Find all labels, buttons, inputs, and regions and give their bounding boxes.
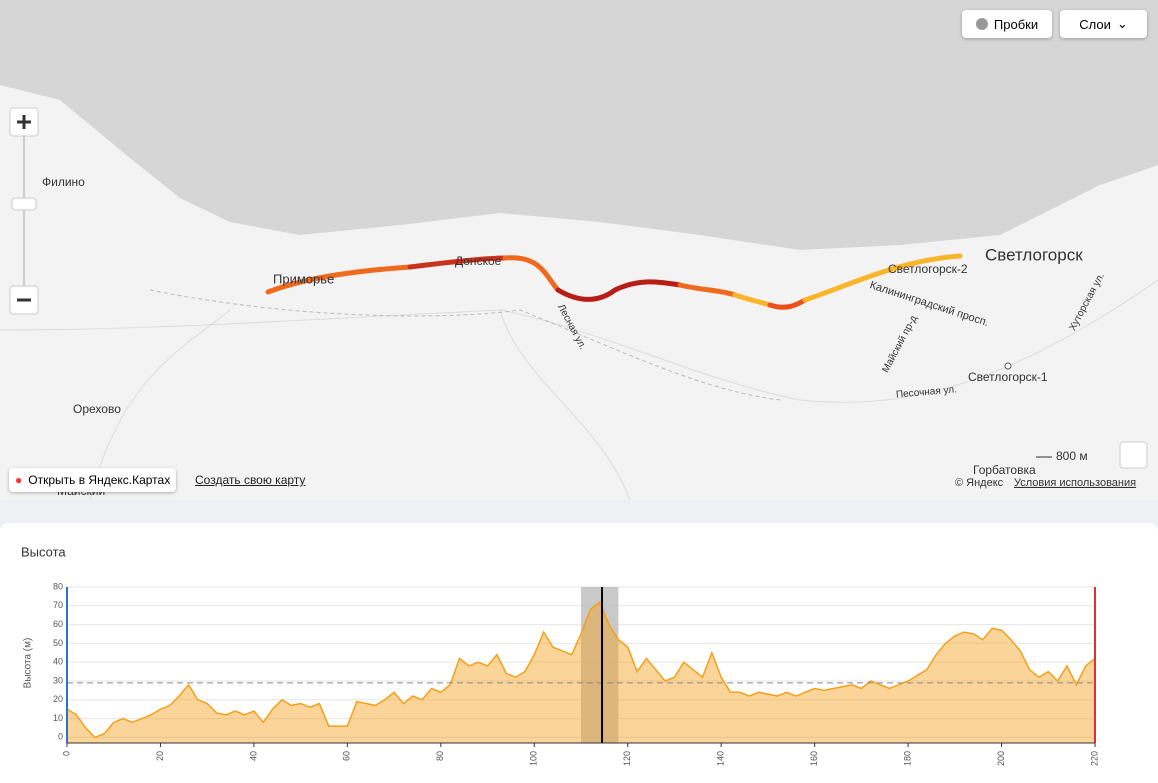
plus-icon — [17, 115, 31, 129]
y-tick-label: 0 — [58, 732, 63, 742]
city-label: Светлогорск — [985, 245, 1083, 264]
y-tick-label: 10 — [53, 713, 63, 723]
scale-label: 800 м — [1056, 449, 1088, 463]
x-tick-label: 60 — [342, 751, 352, 761]
place-label: Донское — [455, 254, 502, 268]
x-tick-label: 80 — [435, 751, 445, 761]
route — [265, 253, 963, 310]
area — [67, 602, 1095, 743]
x-tick-label: 220 — [1089, 751, 1099, 766]
y-tick-label: 50 — [53, 638, 63, 648]
y-tick-label: 30 — [53, 675, 63, 685]
y-tick-label: 20 — [53, 694, 63, 704]
highlight-band — [581, 587, 619, 743]
layers-button[interactable]: Слои ⌄ — [1060, 10, 1147, 38]
traffic-button[interactable]: Пробки — [962, 10, 1052, 38]
y-tick-label: 40 — [53, 657, 63, 667]
open-yandex[interactable]: ● Открыть в Яндекс.Картах — [9, 468, 177, 492]
station-dot — [1004, 362, 1012, 370]
rail — [149, 289, 781, 401]
map: Филино Приморье Донское Орехово Майский … — [0, 0, 1158, 500]
y-axis-label: Высота (м) — [23, 638, 34, 689]
x-tick-label: 200 — [996, 751, 1006, 766]
traffic-icon — [975, 18, 988, 30]
pin-icon: ● — [15, 473, 23, 487]
x-tick-label: 20 — [155, 751, 165, 761]
line — [66, 600, 1096, 739]
station-label: Светлогорск-2 — [888, 262, 968, 276]
place-label: Филино — [42, 175, 85, 189]
elevation-chart: Высота Высота (м) 0 10 20 30 40 50 60 70 80 0 20 40… — [21, 544, 1099, 766]
ruler-button[interactable] — [1119, 441, 1148, 469]
x-tick-label: 140 — [716, 751, 726, 766]
chart-title: Высота — [21, 544, 66, 559]
sea — [0, 0, 1158, 250]
x-tick-label: 120 — [622, 751, 632, 766]
link-label: Открыть в Яндекс.Картах — [28, 473, 171, 487]
button-label: Пробки — [993, 16, 1039, 32]
roads — [0, 279, 1158, 500]
create-map-link[interactable]: Создать свою карту — [195, 473, 306, 487]
copyright: © Яндекс — [955, 477, 1004, 489]
zoom-slider[interactable] — [11, 197, 37, 211]
place-label: Орехово — [73, 402, 121, 416]
button-label: Слои — [1079, 16, 1111, 32]
x-tick-label: 160 — [809, 751, 819, 766]
place-label: Приморье — [273, 271, 334, 286]
x-tick-label: 100 — [529, 751, 539, 766]
elevation-panel — [0, 523, 1158, 783]
x-tick-label: 40 — [248, 751, 258, 761]
y-tick-label: 80 — [53, 581, 63, 591]
y-tick-label: 70 — [53, 600, 63, 610]
y-tick-label: 60 — [53, 619, 63, 629]
terms-link[interactable]: Условия использования — [1014, 477, 1136, 489]
station-label: Светлогорск-1 — [968, 370, 1048, 384]
street-label: Песочная ул. — [896, 384, 958, 400]
x-tick-label: 0 — [61, 751, 71, 756]
x-tick-label: 180 — [902, 751, 912, 766]
chevron: ⌄ — [1116, 16, 1128, 31]
place-label: Горбатовка — [973, 463, 1036, 477]
